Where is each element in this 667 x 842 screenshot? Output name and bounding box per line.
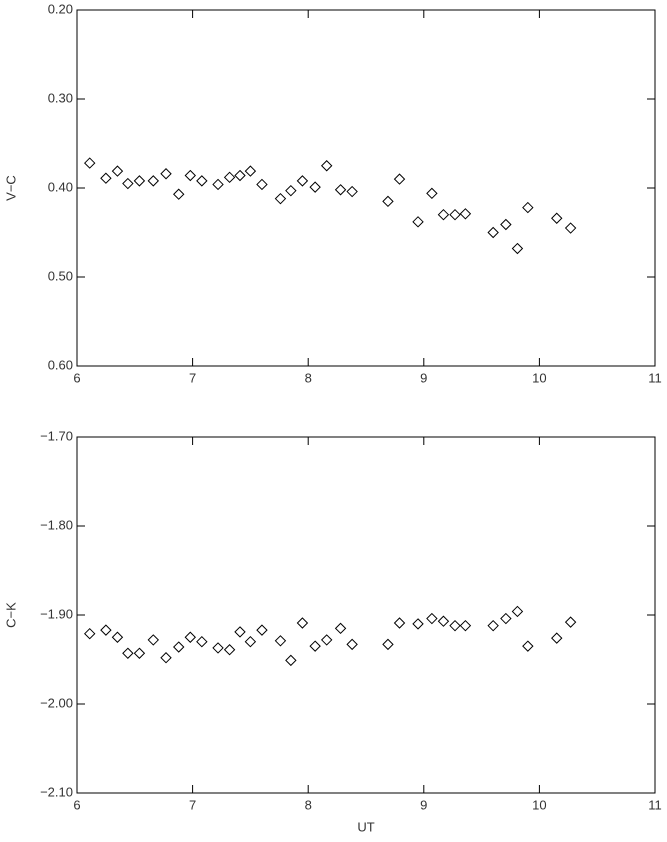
y-tick-label: 0.40 bbox=[48, 179, 73, 194]
diamond-marker bbox=[564, 222, 577, 234]
plot-frame bbox=[76, 9, 656, 367]
diamond-marker bbox=[285, 184, 297, 197]
x-tick-label: 9 bbox=[420, 370, 427, 385]
diamond-marker bbox=[309, 181, 321, 193]
diamond-marker bbox=[196, 635, 208, 648]
diamond-marker bbox=[184, 169, 196, 182]
diamond-marker bbox=[564, 616, 577, 628]
x-tick-label: 11 bbox=[648, 370, 662, 385]
diamond-marker bbox=[500, 218, 512, 231]
y-tick-label: 0.60 bbox=[48, 357, 73, 372]
diamond-marker bbox=[256, 624, 268, 636]
diamond-marker bbox=[234, 169, 246, 182]
diamond-marker bbox=[412, 216, 424, 228]
diamond-marker bbox=[487, 619, 499, 632]
y-tick-label: 0.50 bbox=[48, 268, 73, 283]
diamond-marker bbox=[426, 612, 438, 625]
diamond-marker bbox=[382, 195, 394, 208]
diamond-marker bbox=[522, 201, 534, 214]
diamond-marker bbox=[244, 635, 257, 648]
diamond-marker bbox=[285, 654, 297, 667]
diamond-marker bbox=[449, 619, 461, 632]
diamond-marker bbox=[296, 175, 309, 187]
y-tick-label: 0.20 bbox=[48, 1, 73, 16]
y-axis-label: V−C bbox=[3, 175, 18, 201]
y-tick-label: −1.80 bbox=[40, 517, 73, 532]
diamond-marker bbox=[223, 171, 236, 184]
x-tick-label: 11 bbox=[648, 797, 662, 812]
diamond-marker bbox=[147, 634, 160, 646]
diamond-marker bbox=[334, 622, 347, 635]
diamond-marker bbox=[147, 175, 160, 187]
plot-frame bbox=[76, 436, 656, 794]
x-tick-label: 6 bbox=[73, 370, 80, 385]
diamond-marker bbox=[122, 647, 134, 659]
diamond-marker bbox=[426, 187, 438, 200]
diamond-marker bbox=[274, 192, 287, 205]
diamond-marker bbox=[122, 177, 134, 190]
diamond-marker bbox=[160, 652, 172, 664]
diamond-marker bbox=[100, 172, 112, 184]
diamond-marker bbox=[500, 612, 512, 625]
x-tick-label: 6 bbox=[73, 797, 80, 812]
diamond-marker bbox=[393, 173, 406, 185]
x-tick-label: 7 bbox=[189, 797, 196, 812]
diamond-marker bbox=[133, 647, 146, 659]
diamond-marker bbox=[111, 631, 124, 643]
diamond-marker bbox=[111, 165, 124, 177]
diamond-marker bbox=[459, 619, 472, 632]
y-tick-label: −2.10 bbox=[40, 784, 73, 799]
diamond-marker bbox=[173, 188, 185, 200]
diamond-marker bbox=[256, 178, 268, 191]
diamond-marker bbox=[511, 605, 524, 618]
diamond-marker bbox=[551, 632, 563, 644]
diamond-marker bbox=[393, 617, 406, 629]
diamond-marker bbox=[244, 165, 257, 177]
diamond-marker bbox=[196, 175, 208, 187]
diamond-marker bbox=[320, 160, 333, 172]
diamond-marker bbox=[133, 175, 146, 187]
diamond-marker bbox=[511, 242, 524, 255]
diamond-marker bbox=[274, 635, 287, 647]
diamond-marker bbox=[449, 208, 461, 221]
diamond-marker bbox=[346, 638, 358, 651]
y-axis-label: C−K bbox=[3, 602, 18, 628]
diamond-marker bbox=[320, 634, 333, 646]
y-tick-label: −2.00 bbox=[40, 695, 73, 710]
diamond-marker bbox=[459, 208, 472, 220]
diamond-marker bbox=[234, 626, 246, 638]
diamond-marker bbox=[173, 641, 185, 653]
diamond-marker bbox=[437, 208, 450, 221]
diamond-marker bbox=[160, 168, 172, 180]
diamond-marker bbox=[334, 184, 347, 196]
diamond-marker bbox=[212, 178, 224, 191]
diamond-marker bbox=[296, 617, 309, 629]
diamond-marker bbox=[487, 226, 499, 239]
diamond-marker bbox=[346, 185, 358, 198]
diamond-marker bbox=[84, 157, 96, 169]
x-tick-label: 8 bbox=[305, 797, 312, 812]
diamond-marker bbox=[437, 615, 450, 627]
x-tick-label: 8 bbox=[305, 370, 312, 385]
diamond-marker bbox=[100, 624, 112, 636]
diamond-marker bbox=[412, 618, 424, 630]
x-tick-label: 10 bbox=[532, 370, 546, 385]
x-axis-label: UT bbox=[357, 819, 374, 834]
y-tick-label: −1.90 bbox=[40, 606, 73, 621]
diamond-marker bbox=[184, 631, 196, 643]
diamond-marker bbox=[84, 627, 96, 640]
y-tick-label: 0.30 bbox=[48, 90, 73, 105]
diamond-marker bbox=[551, 212, 563, 224]
y-tick-label: −1.70 bbox=[40, 428, 73, 443]
diamond-marker bbox=[212, 642, 224, 654]
diamond-marker bbox=[309, 640, 321, 652]
x-tick-label: 9 bbox=[420, 797, 427, 812]
x-tick-label: 10 bbox=[532, 797, 546, 812]
diamond-marker bbox=[223, 644, 236, 656]
diamond-marker bbox=[522, 640, 534, 652]
diamond-marker bbox=[382, 638, 394, 651]
x-tick-label: 7 bbox=[189, 370, 196, 385]
